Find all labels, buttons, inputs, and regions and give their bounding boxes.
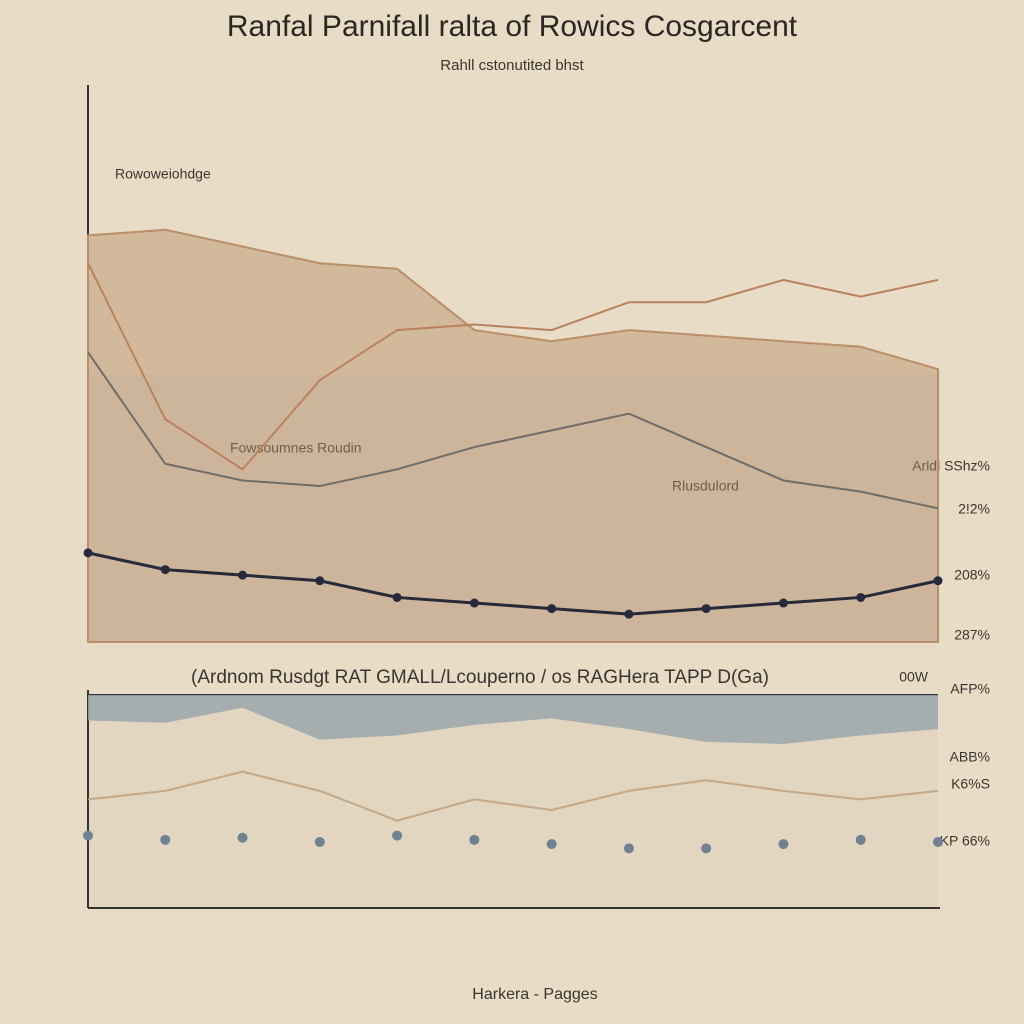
dot <box>314 836 325 847</box>
point <box>83 548 93 558</box>
dot <box>855 834 866 845</box>
chart-subtitle: Rahll cstonutited bhst <box>440 57 584 74</box>
point <box>856 592 866 602</box>
annotation: ABB% <box>950 749 990 765</box>
annotation: 2!2% <box>958 501 990 517</box>
annotation: Rlusdulord <box>672 478 739 494</box>
chart-title: Ranfal Parnifall ralta of Rowics Cosgarc… <box>227 10 798 43</box>
point <box>392 592 402 602</box>
dot <box>778 839 789 850</box>
line <box>87 551 939 616</box>
line <box>87 262 939 471</box>
point <box>547 604 557 614</box>
area <box>87 228 939 643</box>
dot <box>701 843 712 854</box>
annotation: 287% <box>954 627 990 643</box>
point <box>315 576 325 586</box>
dot <box>237 832 248 843</box>
line <box>87 770 939 822</box>
dot <box>546 839 557 850</box>
dot <box>933 836 943 847</box>
annotation: Rowoweiohdge <box>115 166 211 182</box>
annotation: Arldl SShz% <box>912 458 990 474</box>
dot <box>623 843 634 854</box>
x-axis-label: Harkera - Pagges <box>472 986 597 1003</box>
point <box>469 598 479 608</box>
point <box>778 598 788 608</box>
point <box>160 565 170 575</box>
annotation: 208% <box>954 567 990 583</box>
annotation: 00W <box>899 669 929 685</box>
line <box>87 351 939 510</box>
plot-shade <box>88 375 938 642</box>
point <box>701 604 711 614</box>
dot <box>83 830 93 841</box>
annotation: KP 66% <box>940 833 990 849</box>
dot <box>160 834 171 845</box>
band <box>88 695 938 744</box>
chart-title: (Ardnom Rusdgt RAT GMALL/Lcouperno / os … <box>191 667 769 688</box>
point <box>238 570 248 580</box>
annotation: Fowsoumnes Roudin <box>230 440 362 456</box>
annotation: K6%S <box>951 776 990 792</box>
point <box>624 609 634 619</box>
dot <box>392 830 403 841</box>
dot <box>469 834 480 845</box>
point <box>933 576 943 586</box>
annotation: AFP% <box>950 681 990 697</box>
